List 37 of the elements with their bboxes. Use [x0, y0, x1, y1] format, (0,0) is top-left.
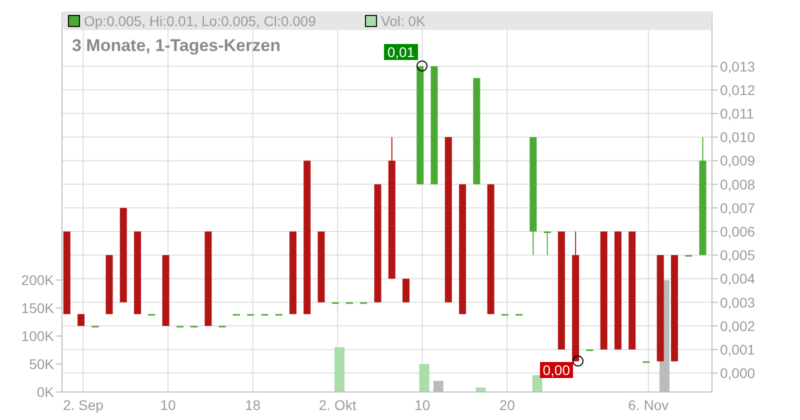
bar [334, 347, 344, 392]
text: 3 Monate, 1-Tages-Kerzen [72, 36, 280, 56]
bar [419, 364, 430, 392]
candlestick [402, 278, 410, 303]
x-tick-label: 2. Okt [318, 396, 356, 413]
y-tick-label: 0,007 [720, 200, 756, 216]
y-tick-label: 0,012 [720, 82, 756, 98]
y2-tick-label: 50K [29, 356, 55, 372]
y-tick-label: 0,006 [720, 223, 756, 240]
x-tick-label: 20 [499, 396, 516, 413]
x-tick-label: 2. Sep [62, 396, 104, 413]
y-tick-label: 0,009 [720, 152, 756, 169]
y-tick-label: 0,004 [720, 270, 756, 287]
x-tick-label: 18 [244, 396, 261, 413]
x-tick-label: 10 [160, 396, 176, 413]
annotation: 0,01 [384, 44, 418, 60]
annotation: Op:0.005, Hi:0.01, Lo:0.005, Cl:0.009 [84, 13, 316, 29]
y-tick-label: 0,001 [720, 341, 756, 358]
candlestick [78, 314, 84, 326]
y-tick-label: 0,000 [720, 365, 756, 382]
y-tick-label: 0,005 [720, 247, 756, 264]
y2-tick-label: 0K [36, 384, 55, 400]
annotation: 0,00 [540, 362, 573, 378]
y2-tick-label: 100K [21, 328, 55, 344]
annotation: Vol: 0K [381, 13, 426, 29]
x-tick-label: 10 [414, 396, 430, 413]
y-tick-label: 0,002 [720, 318, 756, 334]
y-tick-label: 0,008 [720, 176, 756, 192]
y2-tick-label: 200K [21, 272, 55, 288]
candlestick [544, 231, 551, 256]
y-tick-label: 0,013 [720, 58, 756, 74]
y-tick-label: 0,010 [720, 129, 756, 146]
y-tick-label: 0,003 [720, 294, 756, 310]
x-tick-label: 6. Nov [628, 396, 669, 413]
bar [532, 375, 542, 392]
y2-tick-label: 150K [21, 300, 55, 316]
y-tick-label: 0,011 [720, 105, 754, 122]
